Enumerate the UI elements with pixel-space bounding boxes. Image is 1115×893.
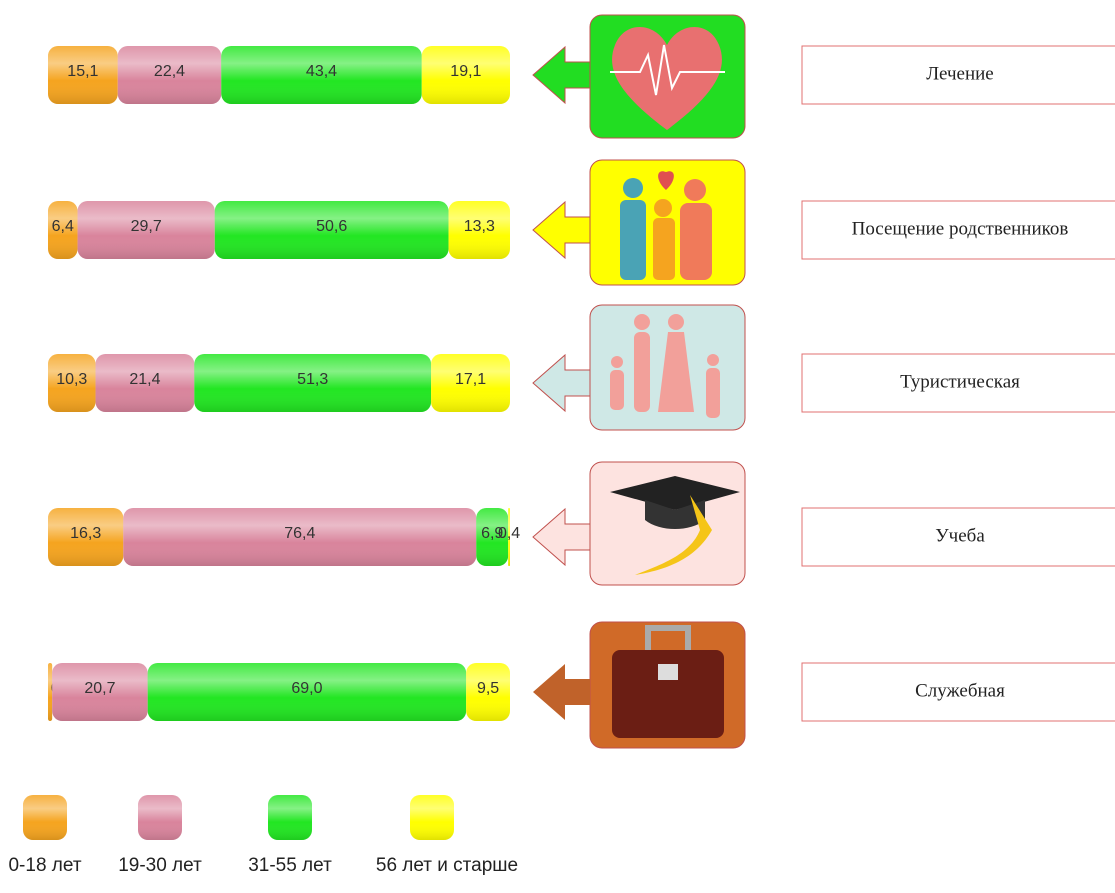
category-label: Туристическая xyxy=(900,371,1020,392)
value-label: 29,7 xyxy=(131,218,162,235)
value-label: 69,0 xyxy=(291,680,322,697)
legend-label: 19-30 лет xyxy=(118,855,202,876)
legend-shine xyxy=(410,795,454,840)
value-label: 76,4 xyxy=(284,525,315,542)
arrow xyxy=(533,47,590,103)
arrow xyxy=(533,664,590,720)
arrow xyxy=(533,202,590,258)
value-label: 22,4 xyxy=(154,63,185,80)
value-label: 50,6 xyxy=(316,218,347,235)
value-label: 43,4 xyxy=(306,63,337,80)
legend-shine xyxy=(23,795,67,840)
arrow xyxy=(533,509,590,565)
legend-shine xyxy=(268,795,312,840)
chart: Лечение Посещение родственников Туристичес… xyxy=(0,0,1115,893)
value-label: 13,3 xyxy=(464,218,495,235)
legend-shine xyxy=(138,795,182,840)
value-label: 21,4 xyxy=(129,371,160,388)
value-label: 19,1 xyxy=(450,63,481,80)
value-label: 20,7 xyxy=(84,680,115,697)
value-label: 51,3 xyxy=(297,371,328,388)
value-label: 9,5 xyxy=(477,680,499,697)
category-label: Лечение xyxy=(926,63,993,84)
arrow xyxy=(533,355,590,411)
value-label: 6,4 xyxy=(52,218,74,235)
legend-label: 0-18 лет xyxy=(8,855,81,876)
value-label: 17,1 xyxy=(455,371,486,388)
value-label: 16,3 xyxy=(70,525,101,542)
category-label: Посещение родственников xyxy=(852,218,1069,239)
legend-label: 31-55 лет xyxy=(248,855,332,876)
category-label: Служебная xyxy=(915,680,1005,701)
legend-label: 56 лет и старше xyxy=(376,855,518,876)
value-label: 15,1 xyxy=(67,63,98,80)
category-label: Учеба xyxy=(935,525,985,546)
value-label: 0,4 xyxy=(498,525,520,542)
icons xyxy=(533,15,745,748)
value-label: 10,3 xyxy=(56,371,87,388)
